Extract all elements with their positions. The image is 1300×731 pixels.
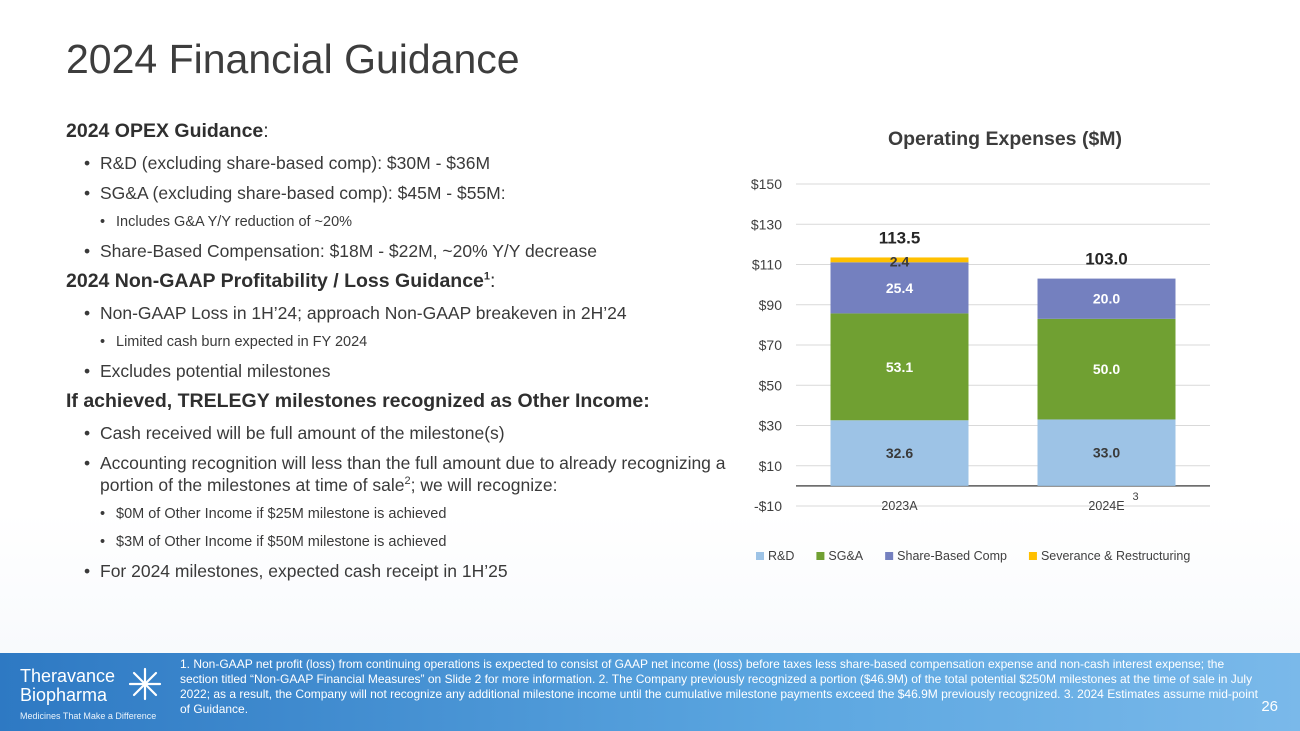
- y-tick-label: $30: [759, 418, 783, 434]
- legend-swatch: [816, 552, 825, 560]
- profitability-heading: 2024 Non-GAAP Profitability / Loss Guida…: [66, 270, 496, 292]
- sbc-bullet: Share-Based Compensation: $18M - $22M, ~…: [66, 240, 736, 262]
- ga-reduction-bullet: Includes G&A Y/Y reduction of ~20%: [66, 212, 736, 232]
- data-label: 33.0: [1093, 445, 1120, 461]
- data-label: 53.1: [886, 359, 913, 375]
- bar-segment: [830, 262, 969, 314]
- y-tick-label: $50: [759, 377, 783, 393]
- legend-label: Severance & Restructuring: [1041, 549, 1190, 563]
- bar-segment: [830, 313, 969, 421]
- cash-received-bullet: Cash received will be full amount of the…: [66, 422, 736, 444]
- opex-heading: 2024 OPEX Guidance:: [66, 120, 269, 142]
- opex-chart: Operating Expenses ($M) $150 $130 $110 $90 $…: [730, 120, 1290, 590]
- total-label: 103.0: [1085, 250, 1128, 269]
- chart-canvas: $150 $130 $110 $90 $70 $50 $30 $10 -$10 32.6 53.1 2…: [751, 176, 1210, 563]
- cash-burn-bullet: Limited cash burn expected in FY 2024: [66, 332, 736, 352]
- total-label: 113.5: [879, 228, 921, 247]
- three-m-bullet: $3M of Other Income if $50M milestone is…: [66, 532, 736, 552]
- x-tick-label: 2023A: [881, 499, 918, 513]
- page-title: 2024 Financial Guidance: [66, 36, 520, 82]
- cash-receipt-bullet: For 2024 milestones, expected cash recei…: [66, 560, 736, 582]
- legend-swatch: [756, 552, 764, 560]
- legend-label: R&D: [768, 549, 794, 563]
- bar-segment: [1037, 419, 1176, 486]
- company-logo: Theravance Biopharma Medicines That Make…: [20, 666, 157, 722]
- bar-segment: [830, 257, 969, 263]
- x-tick-label: 2024E: [1088, 499, 1124, 513]
- y-tick-label: $70: [759, 337, 783, 353]
- footnote-text: 1. Non-GAAP net profit (loss) from conti…: [180, 657, 1258, 716]
- logo-line1: Theravance: [20, 666, 116, 686]
- footer-bar: Theravance Biopharma Medicines That Make…: [0, 653, 1300, 731]
- legend-label: Share-Based Comp: [897, 549, 1007, 563]
- logo-tagline: Medicines That Make a Difference: [20, 711, 157, 721]
- bar-segment: [1037, 318, 1176, 420]
- y-tick-label: -$10: [754, 498, 782, 514]
- logo-line2: Biopharma: [20, 685, 108, 705]
- zero-m-bullet: $0M of Other Income if $25M milestone is…: [66, 504, 736, 524]
- trelegy-heading: If achieved, TRELEGY milestones recogniz…: [66, 390, 650, 412]
- legend-label: SG&A: [828, 549, 863, 563]
- rd-bullet: R&D (excluding share-based comp): $30M -…: [66, 152, 736, 174]
- excludes-bullet: Excludes potential milestones: [66, 360, 736, 382]
- data-label: 25.4: [886, 280, 913, 296]
- legend-swatch: [885, 552, 894, 560]
- x-tick-superscript: 3: [1133, 491, 1139, 503]
- y-tick-label: $130: [751, 216, 782, 232]
- star-icon: [128, 667, 162, 701]
- loss-bullet: Non-GAAP Loss in 1H’24; approach Non-GAA…: [66, 302, 736, 324]
- y-tick-label: $10: [759, 458, 783, 474]
- data-label: 50.0: [1093, 361, 1120, 377]
- data-label: 20.0: [1093, 291, 1120, 307]
- sga-bullet: SG&A (excluding share-based comp): $45M …: [66, 182, 736, 204]
- y-tick-label: $150: [751, 176, 782, 192]
- bar-segment: [830, 420, 969, 486]
- page-number: 26: [1261, 698, 1278, 715]
- bar-segment: [1037, 278, 1176, 319]
- y-tick-label: $90: [759, 297, 783, 313]
- data-label: 2.4: [890, 253, 910, 269]
- guidance-text: 2024 OPEX Guidance: R&D (excluding share…: [66, 118, 736, 582]
- data-label: 32.6: [886, 445, 913, 461]
- chart-title: Operating Expenses ($M): [887, 128, 1123, 150]
- legend-swatch: [1028, 552, 1037, 560]
- accounting-bullet: Accounting recognition will less than th…: [66, 452, 736, 496]
- y-tick-label: $110: [752, 257, 782, 273]
